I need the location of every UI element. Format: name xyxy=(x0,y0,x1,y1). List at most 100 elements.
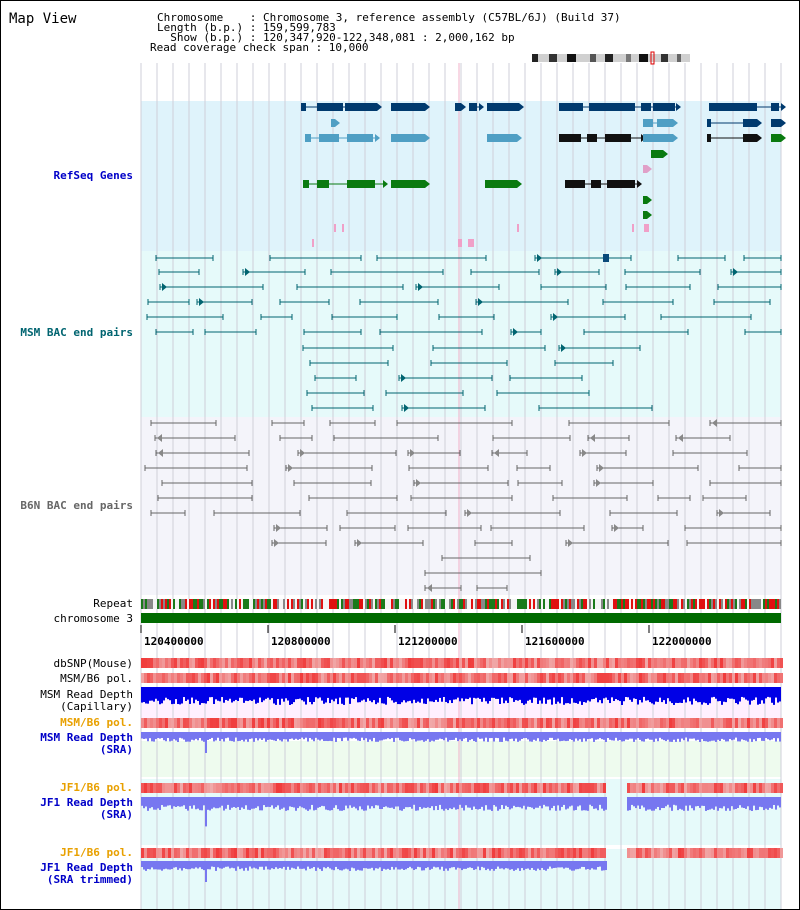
jf1-trim-depth xyxy=(257,861,259,870)
msm-capillary-depth xyxy=(225,687,227,700)
repeat-segment xyxy=(249,599,251,609)
dbsnp-strip xyxy=(549,658,552,668)
msm-sra-depth xyxy=(447,732,449,742)
jf1-sra-depth xyxy=(669,797,671,808)
dbsnp-strip xyxy=(621,658,624,668)
msm-sra-depth xyxy=(405,732,407,742)
msm-sra-depth xyxy=(255,732,257,739)
msm-sra-depth xyxy=(259,732,261,739)
msm-capillary-depth xyxy=(245,687,247,701)
repeat-segment xyxy=(321,599,323,609)
pair-arrow xyxy=(599,464,604,472)
repeat-segment xyxy=(625,599,627,609)
msm-b6-pol-strip-2 xyxy=(219,718,222,728)
msm-b6-pol-strip-2 xyxy=(585,718,588,728)
jf1-sra-depth xyxy=(457,797,459,810)
repeat-segment xyxy=(235,599,237,609)
repeat-segment xyxy=(545,599,547,609)
msm-capillary-depth xyxy=(421,687,423,699)
jf1-b6-pol-strip xyxy=(429,783,432,793)
jf1-b6-pol-strip-2 xyxy=(330,848,333,858)
gene-exon xyxy=(559,103,583,111)
jf1-trim-depth xyxy=(283,861,285,867)
dbsnp-strip xyxy=(618,658,621,668)
pair-arrow xyxy=(157,434,162,442)
msm-b6-pol-strip-2 xyxy=(504,718,507,728)
jf1-b6-pol-strip-2 xyxy=(669,848,672,858)
jf1-b6-pol-strip xyxy=(561,783,564,793)
msm-capillary-depth xyxy=(435,687,437,700)
msm-b6-pol-strip xyxy=(456,673,459,683)
refseq-genes-label[interactable]: RefSeq Genes xyxy=(53,169,133,182)
msm-capillary-depth xyxy=(279,687,281,705)
msm-sra-depth xyxy=(547,732,549,740)
jf1-b6-pol-strip-2 xyxy=(153,848,156,858)
jf1-sra-depth xyxy=(697,797,699,806)
msm-b6-pol-strip-2 xyxy=(324,718,327,728)
msm-sra-depth xyxy=(577,732,579,741)
msm-capillary-depth xyxy=(633,687,635,699)
jf1-trim-depth xyxy=(247,861,249,871)
msm-capillary-depth xyxy=(767,687,769,697)
msm-b6-pol-strip xyxy=(528,673,531,683)
jf1-sra-depth xyxy=(759,797,761,807)
repeat-segment xyxy=(673,599,675,609)
jf1-b6-pol-strip-2 xyxy=(498,848,501,858)
jf1-sra-depth xyxy=(487,797,489,810)
dbsnp-strip xyxy=(624,658,627,668)
jf1-b6-pol-strip xyxy=(675,783,678,793)
msm-sra-depth xyxy=(269,732,271,740)
repeat-segment xyxy=(717,599,719,609)
jf1-trim-depth xyxy=(393,861,395,870)
msm-sra-depth xyxy=(657,732,659,742)
msm-sra-depth xyxy=(533,732,535,740)
msm-sra-depth xyxy=(285,732,287,740)
msm-sra-depth xyxy=(721,732,723,739)
repeat-segment xyxy=(493,599,495,609)
msm-sra-depth xyxy=(537,732,539,739)
dbsnp-strip xyxy=(363,658,366,668)
msm-b6-pol-strip-2 xyxy=(342,718,345,728)
repeat-segment xyxy=(215,599,217,609)
repeat-segment xyxy=(203,599,205,609)
jf1-b6-pol-strip-2 xyxy=(333,848,336,858)
jf1-sra-depth xyxy=(651,797,653,811)
b6n-bac-label[interactable]: B6N BAC end pairs xyxy=(20,499,133,512)
gene-exon xyxy=(559,134,581,142)
jf1-b6-pol-strip xyxy=(678,783,681,793)
dbsnp-strip xyxy=(429,658,432,668)
jf1-b6-pol-strip-2 xyxy=(273,848,276,858)
jf1-trim-depth xyxy=(343,861,345,870)
jf1-b6-pol-strip-2 xyxy=(195,848,198,858)
repeat-segment xyxy=(291,599,293,609)
msm-capillary-depth xyxy=(417,687,419,702)
msm-capillary-depth xyxy=(521,687,523,704)
msm-bac-label[interactable]: MSM BAC end pairs xyxy=(20,326,133,339)
msm-b6-pol-strip xyxy=(156,673,159,683)
jf1-trim-depth xyxy=(385,861,387,870)
msm-capillary-depth xyxy=(287,687,289,701)
dbsnp-strip xyxy=(555,658,558,668)
jf1-trim-depth xyxy=(149,861,151,870)
jf1-sra-depth xyxy=(285,797,287,811)
repeat-segment xyxy=(421,599,423,609)
jf1-trim-depth xyxy=(271,861,273,869)
jf1-trim-depth xyxy=(265,861,267,867)
msm-sra-depth xyxy=(699,732,701,742)
jf1-b6-pol-strip xyxy=(246,783,249,793)
repeat-segment xyxy=(741,599,743,609)
msm-sra-depth xyxy=(277,732,279,739)
jf1-sra-depth xyxy=(749,797,751,811)
repeat-segment xyxy=(481,599,483,609)
msm-sra-depth xyxy=(427,732,429,740)
jf1-b6-pol-strip-2 xyxy=(285,848,288,858)
msm-capillary-depth xyxy=(715,687,717,699)
msm-b6-pol-strip-2 xyxy=(561,718,564,728)
jf1-b6-pol-strip-2 xyxy=(225,848,228,858)
jf1-b6-pol-strip xyxy=(435,783,438,793)
dbsnp-strip xyxy=(693,658,696,668)
jf1-sra-depth xyxy=(549,797,551,811)
msm-sra-depth xyxy=(299,732,301,740)
